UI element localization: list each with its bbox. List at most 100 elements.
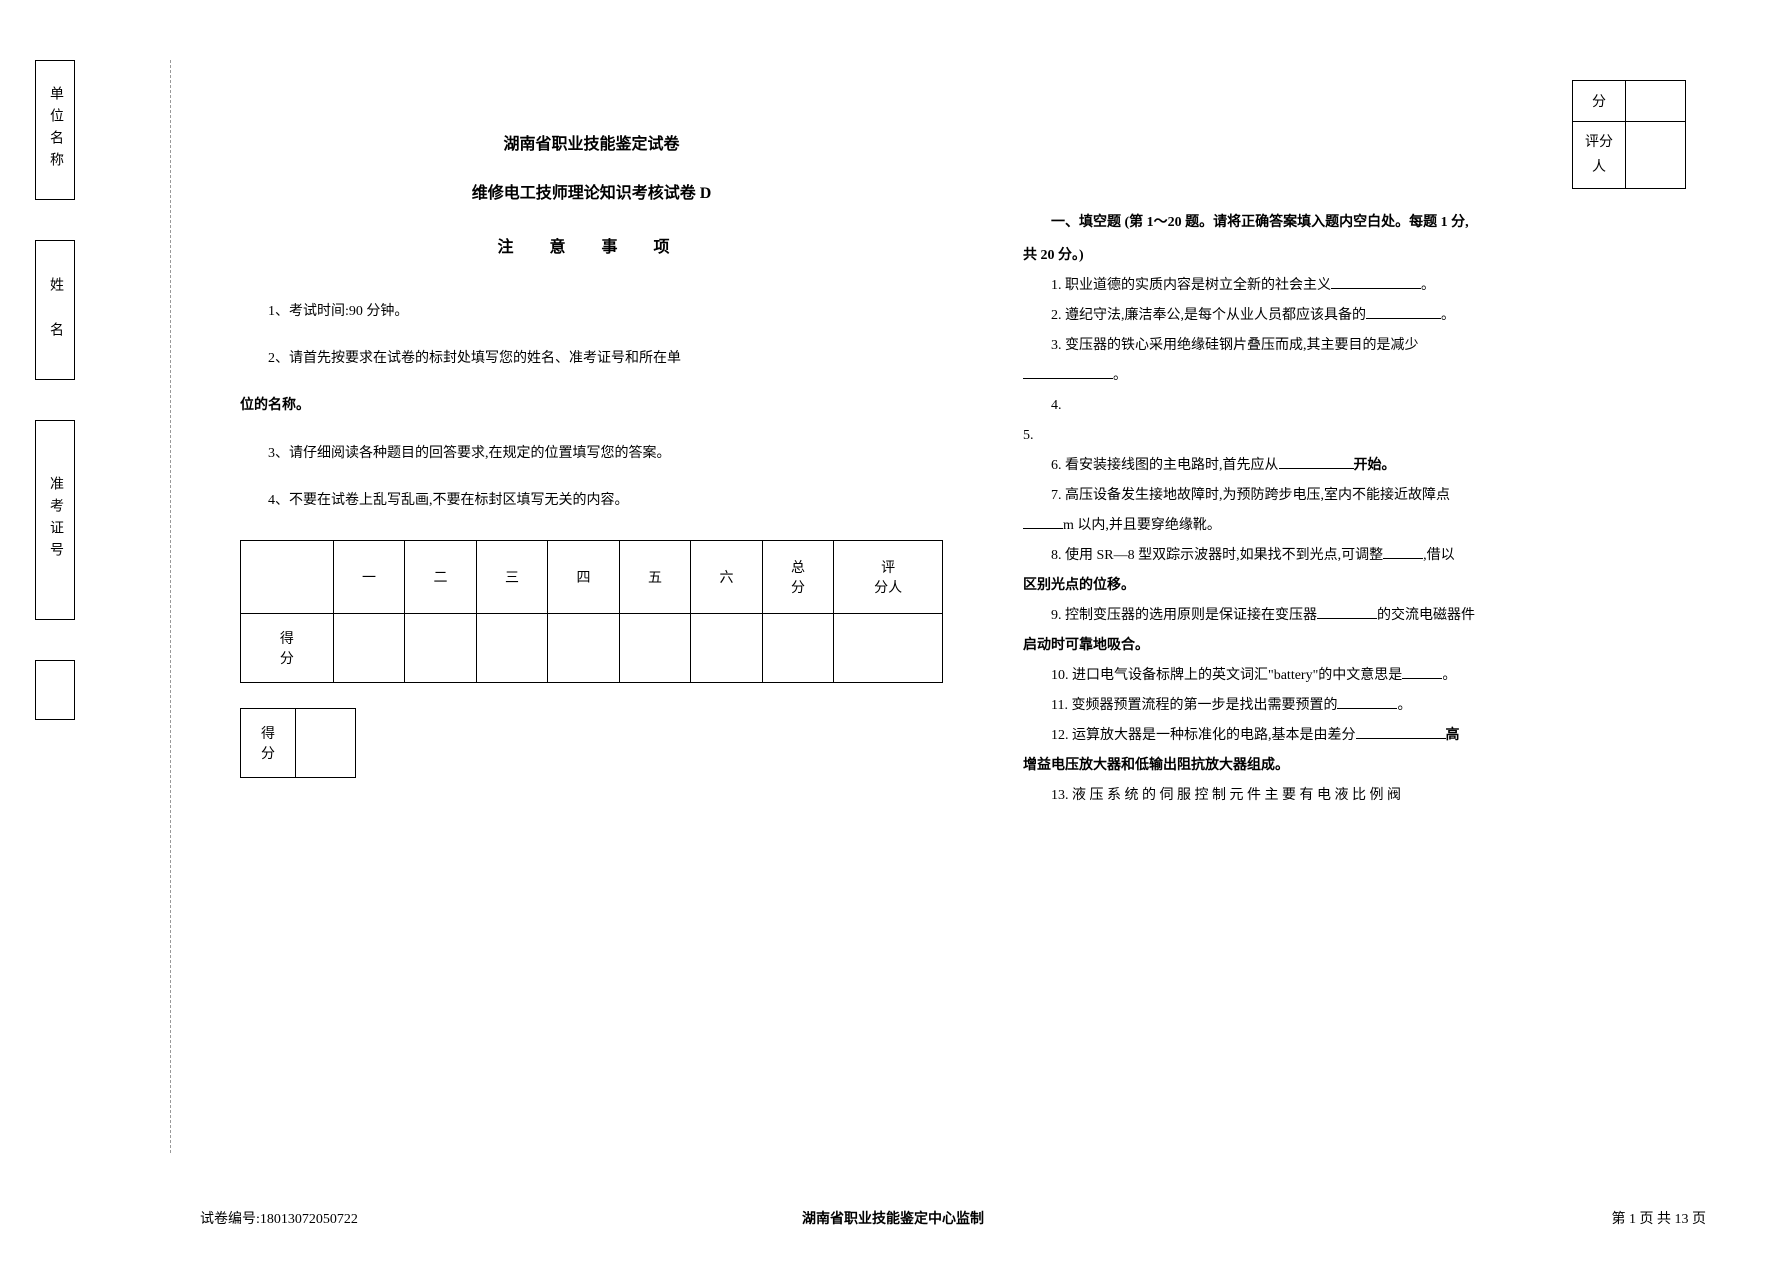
table-cell: 评 分人 bbox=[834, 540, 943, 613]
instruction-3: 3、请仔细阅读各种题目的回答要求,在规定的位置填写您的答案。 bbox=[240, 434, 943, 473]
question-3b: 。 bbox=[1023, 362, 1726, 390]
table-row: 得 分 bbox=[241, 708, 356, 777]
q10-end: 。 bbox=[1442, 668, 1456, 683]
blank bbox=[1023, 365, 1113, 379]
table-cell bbox=[548, 613, 620, 682]
table-row: 得 分 bbox=[241, 613, 943, 682]
unit-label-box: 单位名称 bbox=[35, 60, 75, 200]
q1-end: 。 bbox=[1421, 278, 1435, 293]
question-13: 13. 液 压 系 统 的 伺 服 控 制 元 件 主 要 有 电 液 比 例 … bbox=[1023, 782, 1726, 810]
q10-text: 10. 进口电气设备标牌上的英文词汇"battery"的中文意思是 bbox=[1051, 668, 1402, 683]
table-cell bbox=[476, 613, 548, 682]
empty-label-box bbox=[35, 660, 75, 720]
name-label-box: 姓 名 bbox=[35, 240, 75, 380]
table-cell: 六 bbox=[691, 540, 763, 613]
table-cell bbox=[296, 708, 356, 777]
exam-no-label-box: 准考证号 bbox=[35, 420, 75, 620]
question-12b: 增益电压放大器和低输出阻抗放大器组成。 bbox=[1023, 752, 1726, 780]
table-cell bbox=[1626, 81, 1686, 122]
table-cell: 评分 人 bbox=[1573, 122, 1626, 189]
q3-text: 3. 变压器的铁心采用绝缘硅钢片叠压而成,其主要目的是减少 bbox=[1051, 338, 1419, 353]
title-main: 湖南省职业技能鉴定试卷 bbox=[240, 130, 943, 154]
q2-text: 2. 遵纪守法,廉洁奉公,是每个从业人员都应该具备的 bbox=[1051, 308, 1366, 323]
question-2: 2. 遵纪守法,廉洁奉公,是每个从业人员都应该具备的 。 bbox=[1023, 302, 1726, 330]
question-9: 9. 控制变压器的选用原则是保证接在变压器的交流电磁器件 bbox=[1023, 602, 1726, 630]
footer: 试卷编号:18013072050722 湖南省职业技能鉴定中心监制 第 1 页 … bbox=[0, 1208, 1786, 1228]
blank bbox=[1317, 605, 1377, 619]
table-cell: 分 bbox=[1573, 81, 1626, 122]
table-cell bbox=[762, 613, 834, 682]
q7b-text: m 以内,并且要穿绝缘靴。 bbox=[1063, 518, 1221, 533]
q12-text: 12. 运算放大器是一种标准化的电路,基本是由差分 bbox=[1051, 728, 1356, 743]
title-sub: 维修电工技师理论知识考核试卷 D bbox=[240, 179, 943, 203]
table-row: 分 bbox=[1573, 81, 1686, 122]
q11-text: 11. 变频器预置流程的第一步是找出需要预置的 bbox=[1051, 698, 1337, 713]
section-1-header-2: 共 20 分。) bbox=[1023, 242, 1726, 270]
section-1-header: 一、填空题 (第 1～20 题。请将正确答案填入题内空白处。每题 1 分, bbox=[1023, 209, 1726, 237]
q9-end: 的交流电磁器件 bbox=[1377, 608, 1475, 623]
q12-end: 高 bbox=[1446, 728, 1460, 743]
instruction-4: 4、不要在试卷上乱写乱画,不要在标封区填写无关的内容。 bbox=[240, 481, 943, 520]
table-cell bbox=[691, 613, 763, 682]
question-4: 4. bbox=[1023, 392, 1726, 420]
notice-title: 注 意 事 项 bbox=[240, 233, 943, 257]
blank bbox=[1402, 665, 1442, 679]
instruction-1: 1、考试时间:90 分钟。 bbox=[240, 292, 943, 331]
content-wrapper: 湖南省职业技能鉴定试卷 维修电工技师理论知识考核试卷 D 注 意 事 项 1、考… bbox=[110, 0, 1786, 1263]
q8-end: ,借以 bbox=[1423, 548, 1455, 563]
table-cell bbox=[619, 613, 691, 682]
table-cell: 二 bbox=[405, 540, 477, 613]
question-10: 10. 进口电气设备标牌上的英文词汇"battery"的中文意思是 。 bbox=[1023, 662, 1726, 690]
question-6: 6. 看安装接线图的主电路时,首先应从 开始。 bbox=[1023, 452, 1726, 480]
q6-end: 开始。 bbox=[1354, 458, 1396, 473]
table-row: 评分 人 bbox=[1573, 122, 1686, 189]
q3b-end: 。 bbox=[1113, 368, 1127, 383]
question-7b: m 以内,并且要穿绝缘靴。 bbox=[1023, 512, 1726, 540]
right-column: 分 评分 人 一、填空题 (第 1～20 题。请将正确答案填入题内空白处。每题 … bbox=[983, 60, 1766, 1223]
question-12: 12. 运算放大器是一种标准化的电路,基本是由差分 高 bbox=[1023, 722, 1726, 750]
table-cell: 得 分 bbox=[241, 613, 334, 682]
q11-end: 。 bbox=[1397, 698, 1411, 713]
table-cell: 三 bbox=[476, 540, 548, 613]
blank bbox=[1366, 305, 1441, 319]
question-8: 8. 使用 SR—8 型双踪示波器时,如果找不到光点,可调整 ,借以 bbox=[1023, 542, 1726, 570]
table-cell bbox=[405, 613, 477, 682]
q6-text: 6. 看安装接线图的主电路时,首先应从 bbox=[1051, 458, 1279, 473]
scorer-table: 分 评分 人 bbox=[1572, 80, 1686, 189]
table-cell bbox=[333, 613, 405, 682]
footer-right: 第 1 页 共 13 页 bbox=[1612, 1208, 1707, 1228]
blank bbox=[1337, 695, 1397, 709]
table-cell bbox=[1626, 122, 1686, 189]
question-7: 7. 高压设备发生接地故障时,为预防跨步电压,室内不能接近故障点 bbox=[1023, 482, 1726, 510]
question-8b: 区别光点的位移。 bbox=[1023, 572, 1726, 600]
blank bbox=[1331, 275, 1421, 289]
section-1-title: 一、填空题 (第 1～20 题。请将正确答案填入题内空白处。每题 1 分, bbox=[1051, 215, 1469, 230]
instruction-2: 2、请首先按要求在试卷的标封处填写您的姓名、准考证号和所在单 bbox=[240, 339, 943, 378]
table-cell: 四 bbox=[548, 540, 620, 613]
table-row: 一 二 三 四 五 六 总 分 评 分人 bbox=[241, 540, 943, 613]
left-column: 湖南省职业技能鉴定试卷 维修电工技师理论知识考核试卷 D 注 意 事 项 1、考… bbox=[130, 60, 983, 1223]
question-11: 11. 变频器预置流程的第一步是找出需要预置的 。 bbox=[1023, 692, 1726, 720]
q1-text: 1. 职业道德的实质内容是树立全新的社会主义 bbox=[1051, 278, 1331, 293]
blank bbox=[1279, 455, 1354, 469]
blank bbox=[1356, 725, 1446, 739]
table-cell: 五 bbox=[619, 540, 691, 613]
question-9b: 启动时可靠地吸合。 bbox=[1023, 632, 1726, 660]
binding-margin: 单位名称 姓 名 准考证号 bbox=[0, 0, 110, 1263]
blank bbox=[1383, 545, 1423, 559]
q2-end: 。 bbox=[1441, 308, 1455, 323]
footer-left: 试卷编号:18013072050722 bbox=[200, 1208, 358, 1228]
score-table: 一 二 三 四 五 六 总 分 评 分人 得 分 bbox=[240, 540, 943, 683]
small-score-table: 得 分 bbox=[240, 708, 356, 778]
question-3: 3. 变压器的铁心采用绝缘硅钢片叠压而成,其主要目的是减少 bbox=[1023, 332, 1726, 360]
question-1: 1. 职业道德的实质内容是树立全新的社会主义 。 bbox=[1023, 272, 1726, 300]
table-cell: 一 bbox=[333, 540, 405, 613]
instruction-2b: 位的名称。 bbox=[240, 386, 943, 425]
table-cell: 得 分 bbox=[241, 708, 296, 777]
table-cell bbox=[834, 613, 943, 682]
question-5: 5. bbox=[1023, 422, 1726, 450]
table-cell: 总 分 bbox=[762, 540, 834, 613]
blank bbox=[1023, 515, 1063, 529]
q8-text: 8. 使用 SR—8 型双踪示波器时,如果找不到光点,可调整 bbox=[1051, 548, 1383, 563]
table-cell bbox=[241, 540, 334, 613]
